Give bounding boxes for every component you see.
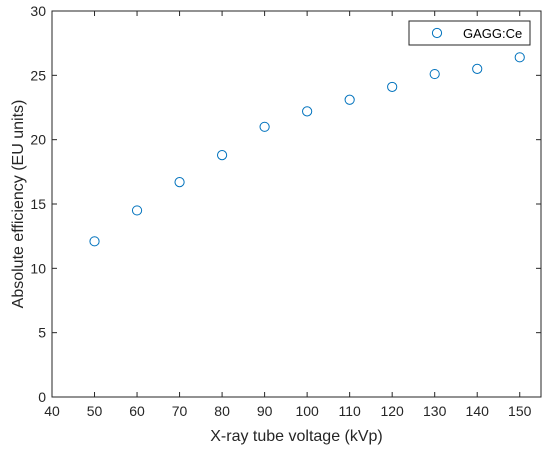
y-axis-label: Absolute efficiency (EU units) [10,100,27,309]
data-point [131,205,143,216]
data-point [429,68,440,80]
data-point [89,236,100,247]
plot-area [52,11,541,397]
data-point [514,52,525,63]
x-tick-label: 50 [87,403,103,419]
y-tick-label: 15 [30,196,46,212]
x-tick-label: 60 [129,403,145,419]
x-tick-label: 120 [380,403,404,419]
y-tick-label: 30 [30,3,46,19]
data-point [174,177,185,188]
legend-label: GAGG:Ce [463,26,522,41]
x-axis-ticks: 40 50 60 70 80 90 100 110 120 130 140 150 [44,11,532,419]
x-tick-label: 90 [257,403,273,419]
legend-box [408,20,531,46]
y-tick-label: 20 [30,132,46,148]
y-tick-label: 0 [38,389,46,405]
data-point [387,81,398,93]
data-point [259,121,270,132]
data-point [472,63,483,75]
plot-frame [51,10,542,398]
data-point [216,150,228,161]
y-tick-label: 5 [38,325,46,341]
y-axis-ticks: 0 5 10 15 20 25 30 [30,3,541,405]
x-tick-label: 100 [295,403,319,419]
legend-marker [431,27,443,39]
x-tick-label: 70 [172,403,188,419]
x-tick-label: 80 [214,403,230,419]
y-tick-label: 10 [30,260,46,276]
data-point [344,94,355,105]
x-tick-label: 130 [423,403,447,419]
x-tick-label: 140 [466,403,490,419]
data-points [89,52,525,247]
x-tick-label: 110 [338,403,361,419]
data-point [302,106,313,117]
x-tick-label: 40 [44,403,60,419]
legend: GAGG:Ce [408,20,531,46]
x-tick-label: 150 [508,403,532,419]
y-tick-label: 25 [30,67,46,83]
x-axis-label: X-ray tube voltage (kVp) [210,428,383,445]
